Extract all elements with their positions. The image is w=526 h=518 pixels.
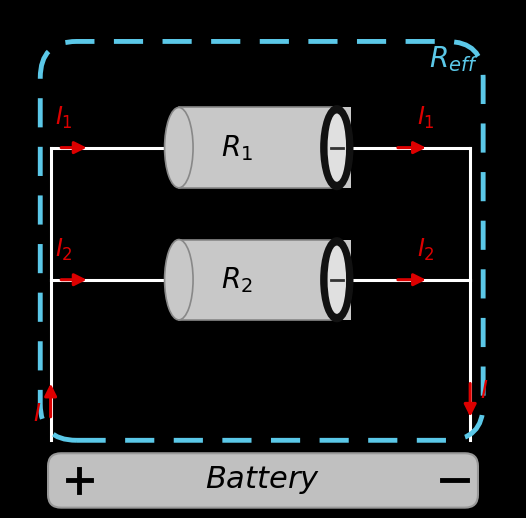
Text: $R_2$: $R_2$ xyxy=(221,265,253,295)
Text: $I_1$: $I_1$ xyxy=(55,104,73,131)
Ellipse shape xyxy=(328,246,346,314)
Ellipse shape xyxy=(322,108,351,188)
Ellipse shape xyxy=(165,108,193,188)
Text: $R_1$: $R_1$ xyxy=(221,133,253,163)
Text: $R_{eff}$: $R_{eff}$ xyxy=(429,44,478,74)
FancyBboxPatch shape xyxy=(48,453,478,508)
Text: $\mathit{Battery}$: $\mathit{Battery}$ xyxy=(205,465,321,496)
Ellipse shape xyxy=(322,239,351,320)
Ellipse shape xyxy=(165,239,193,320)
Bar xyxy=(179,239,351,320)
Text: $I$: $I$ xyxy=(33,403,42,426)
Text: $I_2$: $I_2$ xyxy=(55,236,73,263)
Text: $I_1$: $I_1$ xyxy=(417,104,435,131)
Ellipse shape xyxy=(328,113,346,182)
Bar xyxy=(179,108,351,188)
Text: $I$: $I$ xyxy=(480,380,488,402)
Text: $I_2$: $I_2$ xyxy=(417,236,435,263)
